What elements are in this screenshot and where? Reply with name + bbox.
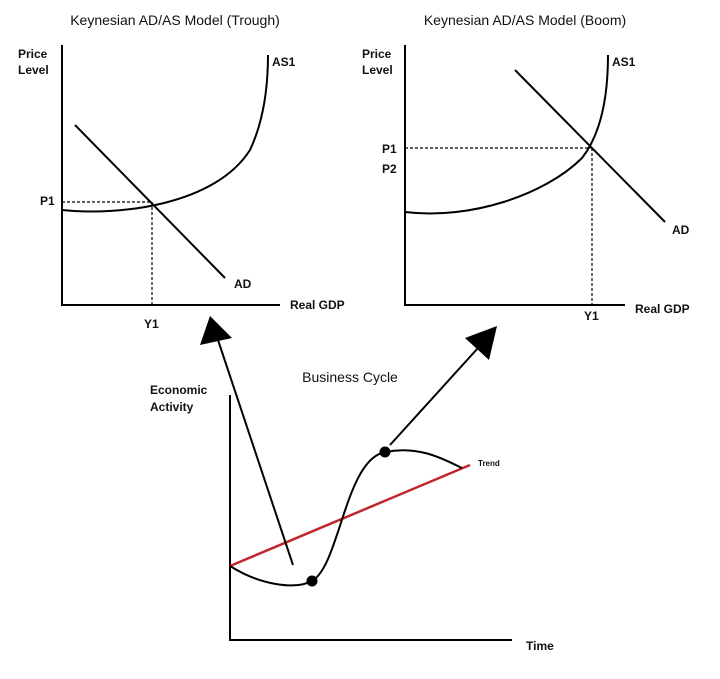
axis-label: Price: [18, 47, 48, 61]
curve-label: AD: [672, 223, 690, 237]
peak-point: [379, 446, 391, 458]
axes: [61, 45, 280, 306]
axes: [229, 395, 512, 641]
curve-label: AS1: [612, 55, 636, 69]
cycle-curve: [229, 449, 463, 587]
arrowhead: [200, 316, 232, 345]
output-label: Y1: [144, 317, 159, 331]
axis-label: Level: [18, 63, 49, 77]
arrowhead: [465, 326, 497, 360]
ad-line: [514, 69, 666, 223]
as-curve: [61, 54, 269, 213]
axis-label: Activity: [150, 400, 194, 414]
title: Keynesian AD/AS Model (Trough): [70, 12, 280, 28]
axis-label: Economic: [150, 383, 208, 397]
curve-label: AD: [234, 277, 252, 291]
trough-point: [306, 575, 318, 587]
arrow: [217, 339, 294, 566]
arrow: [389, 347, 479, 446]
curve-label: AS1: [272, 55, 296, 69]
price-label: P1: [382, 142, 397, 156]
axis-label: Level: [362, 63, 393, 77]
axis-label: Price: [362, 47, 392, 61]
price-label: P2: [382, 162, 397, 176]
axis-label: Real GDP: [635, 302, 690, 316]
trend-label: Trend: [478, 459, 500, 468]
title: Keynesian AD/AS Model (Boom): [424, 12, 626, 28]
axes: [404, 45, 625, 306]
axis-label: Real GDP: [290, 298, 345, 312]
as-curve: [404, 54, 609, 215]
price-label: P1: [40, 194, 55, 208]
output-label: Y1: [584, 309, 599, 323]
title: Business Cycle: [302, 369, 398, 385]
trend-line: [229, 463, 471, 568]
axis-label: Time: [526, 639, 554, 653]
